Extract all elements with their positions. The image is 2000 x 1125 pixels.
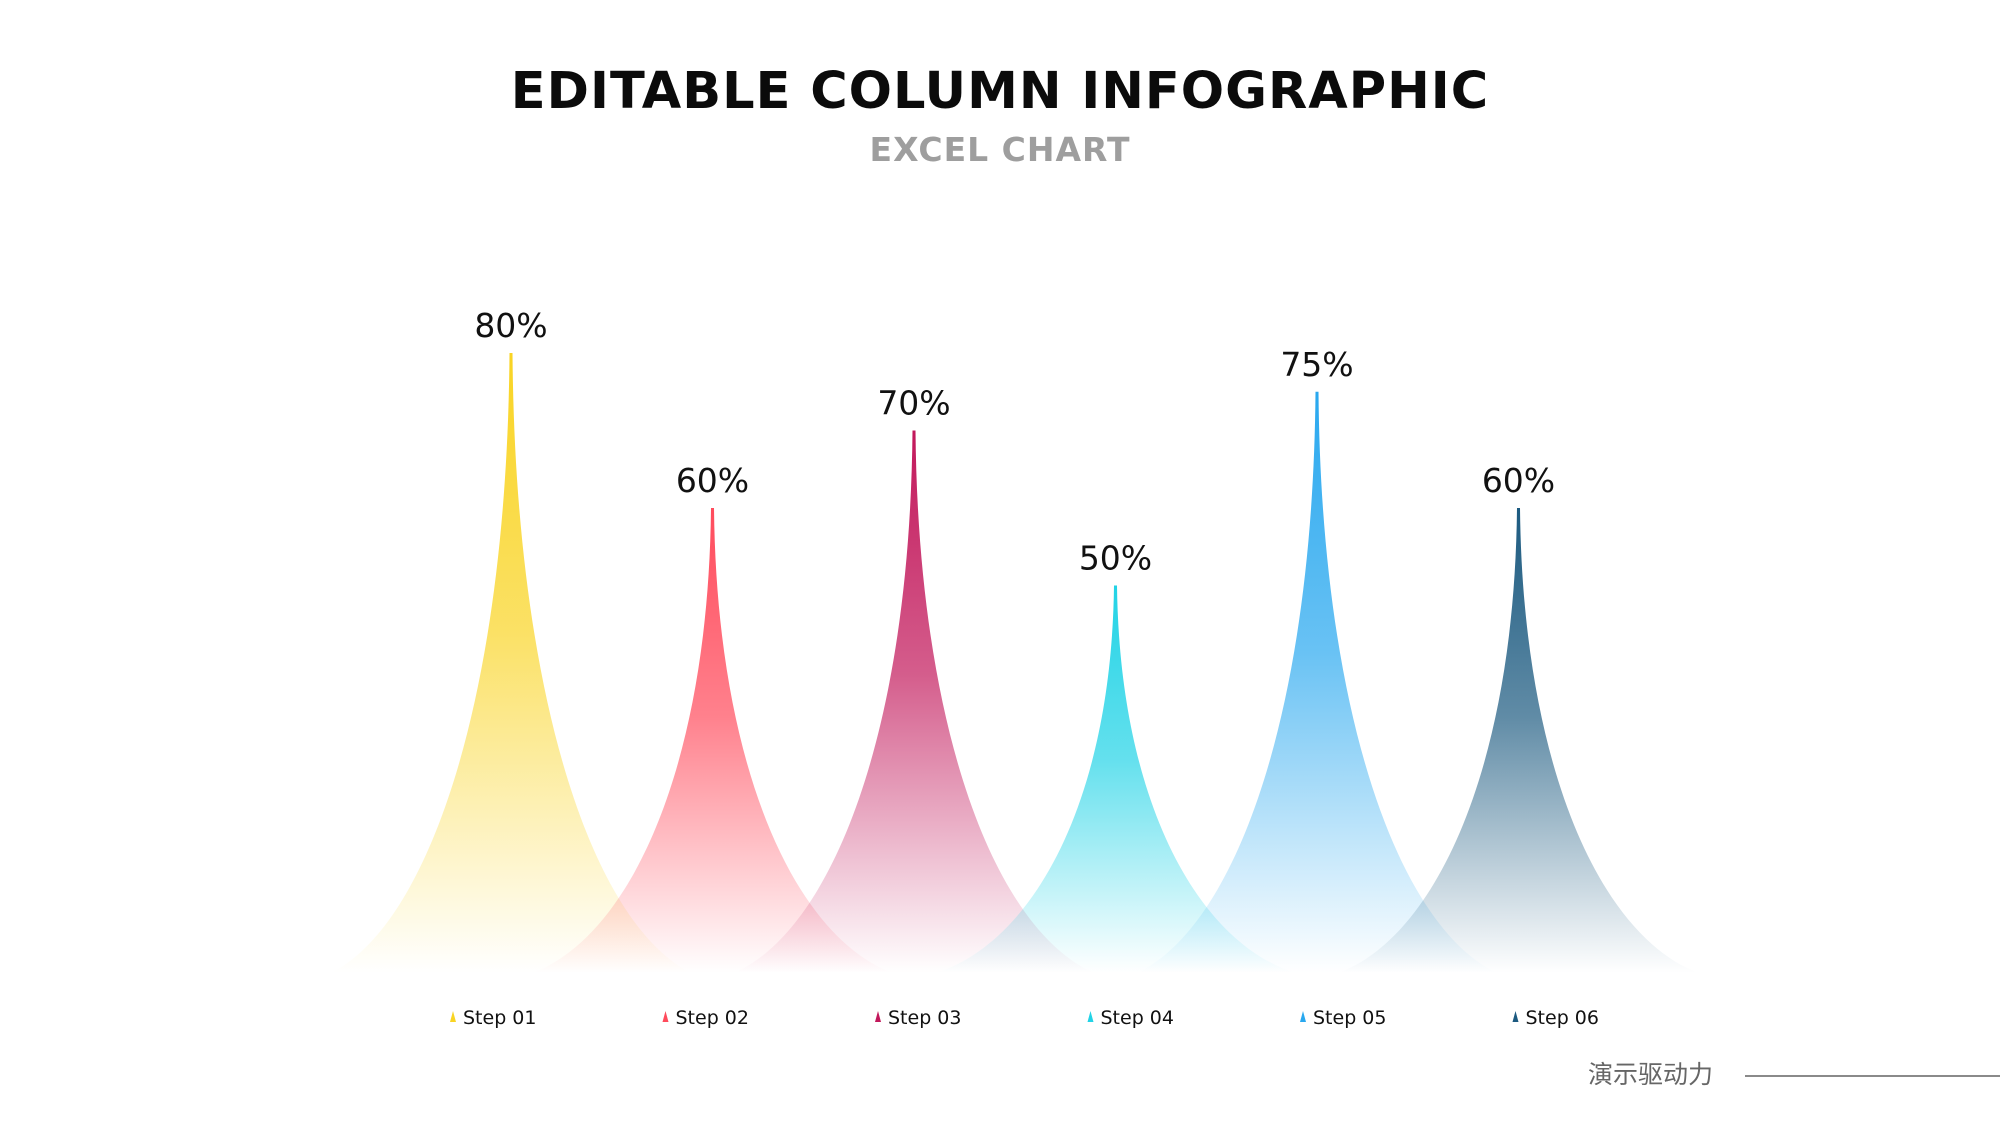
data-label-4: 50% [1079, 539, 1152, 578]
footer-brand-text: 演示驱动力 [1588, 1060, 1714, 1089]
peak-3 [734, 430, 1094, 973]
legend-marker-5 [1300, 1011, 1306, 1022]
peak-6 [1338, 508, 1699, 973]
legend-label-1: Step 01 [463, 1007, 536, 1029]
legend-marker-3 [875, 1011, 881, 1022]
data-label-2: 60% [676, 461, 749, 500]
data-label-5: 75% [1280, 345, 1353, 384]
page-title: EDITABLE COLUMN INFOGRAPHIC [510, 62, 1490, 121]
data-label-3: 70% [877, 384, 950, 423]
peak-2 [532, 508, 893, 973]
legend-label-3: Step 03 [888, 1007, 961, 1029]
peak-5 [1137, 391, 1497, 973]
data-label-6: 60% [1482, 461, 1555, 500]
peak-1 [331, 353, 691, 973]
legend-label-6: Step 06 [1526, 1007, 1599, 1029]
legend-marker-6 [1512, 1011, 1519, 1022]
legend-label-4: Step 04 [1101, 1007, 1174, 1029]
page-subtitle: EXCEL CHART [869, 130, 1131, 169]
legend-label-2: Step 02 [676, 1007, 749, 1029]
data-label-1: 80% [474, 306, 547, 345]
legend-marker-4 [1087, 1011, 1094, 1022]
legend-marker-1 [450, 1011, 456, 1022]
footer-divider [1745, 1075, 2000, 1077]
peak-4 [935, 585, 1296, 973]
legend-marker-2 [662, 1011, 669, 1022]
legend-label-5: Step 05 [1313, 1007, 1386, 1029]
